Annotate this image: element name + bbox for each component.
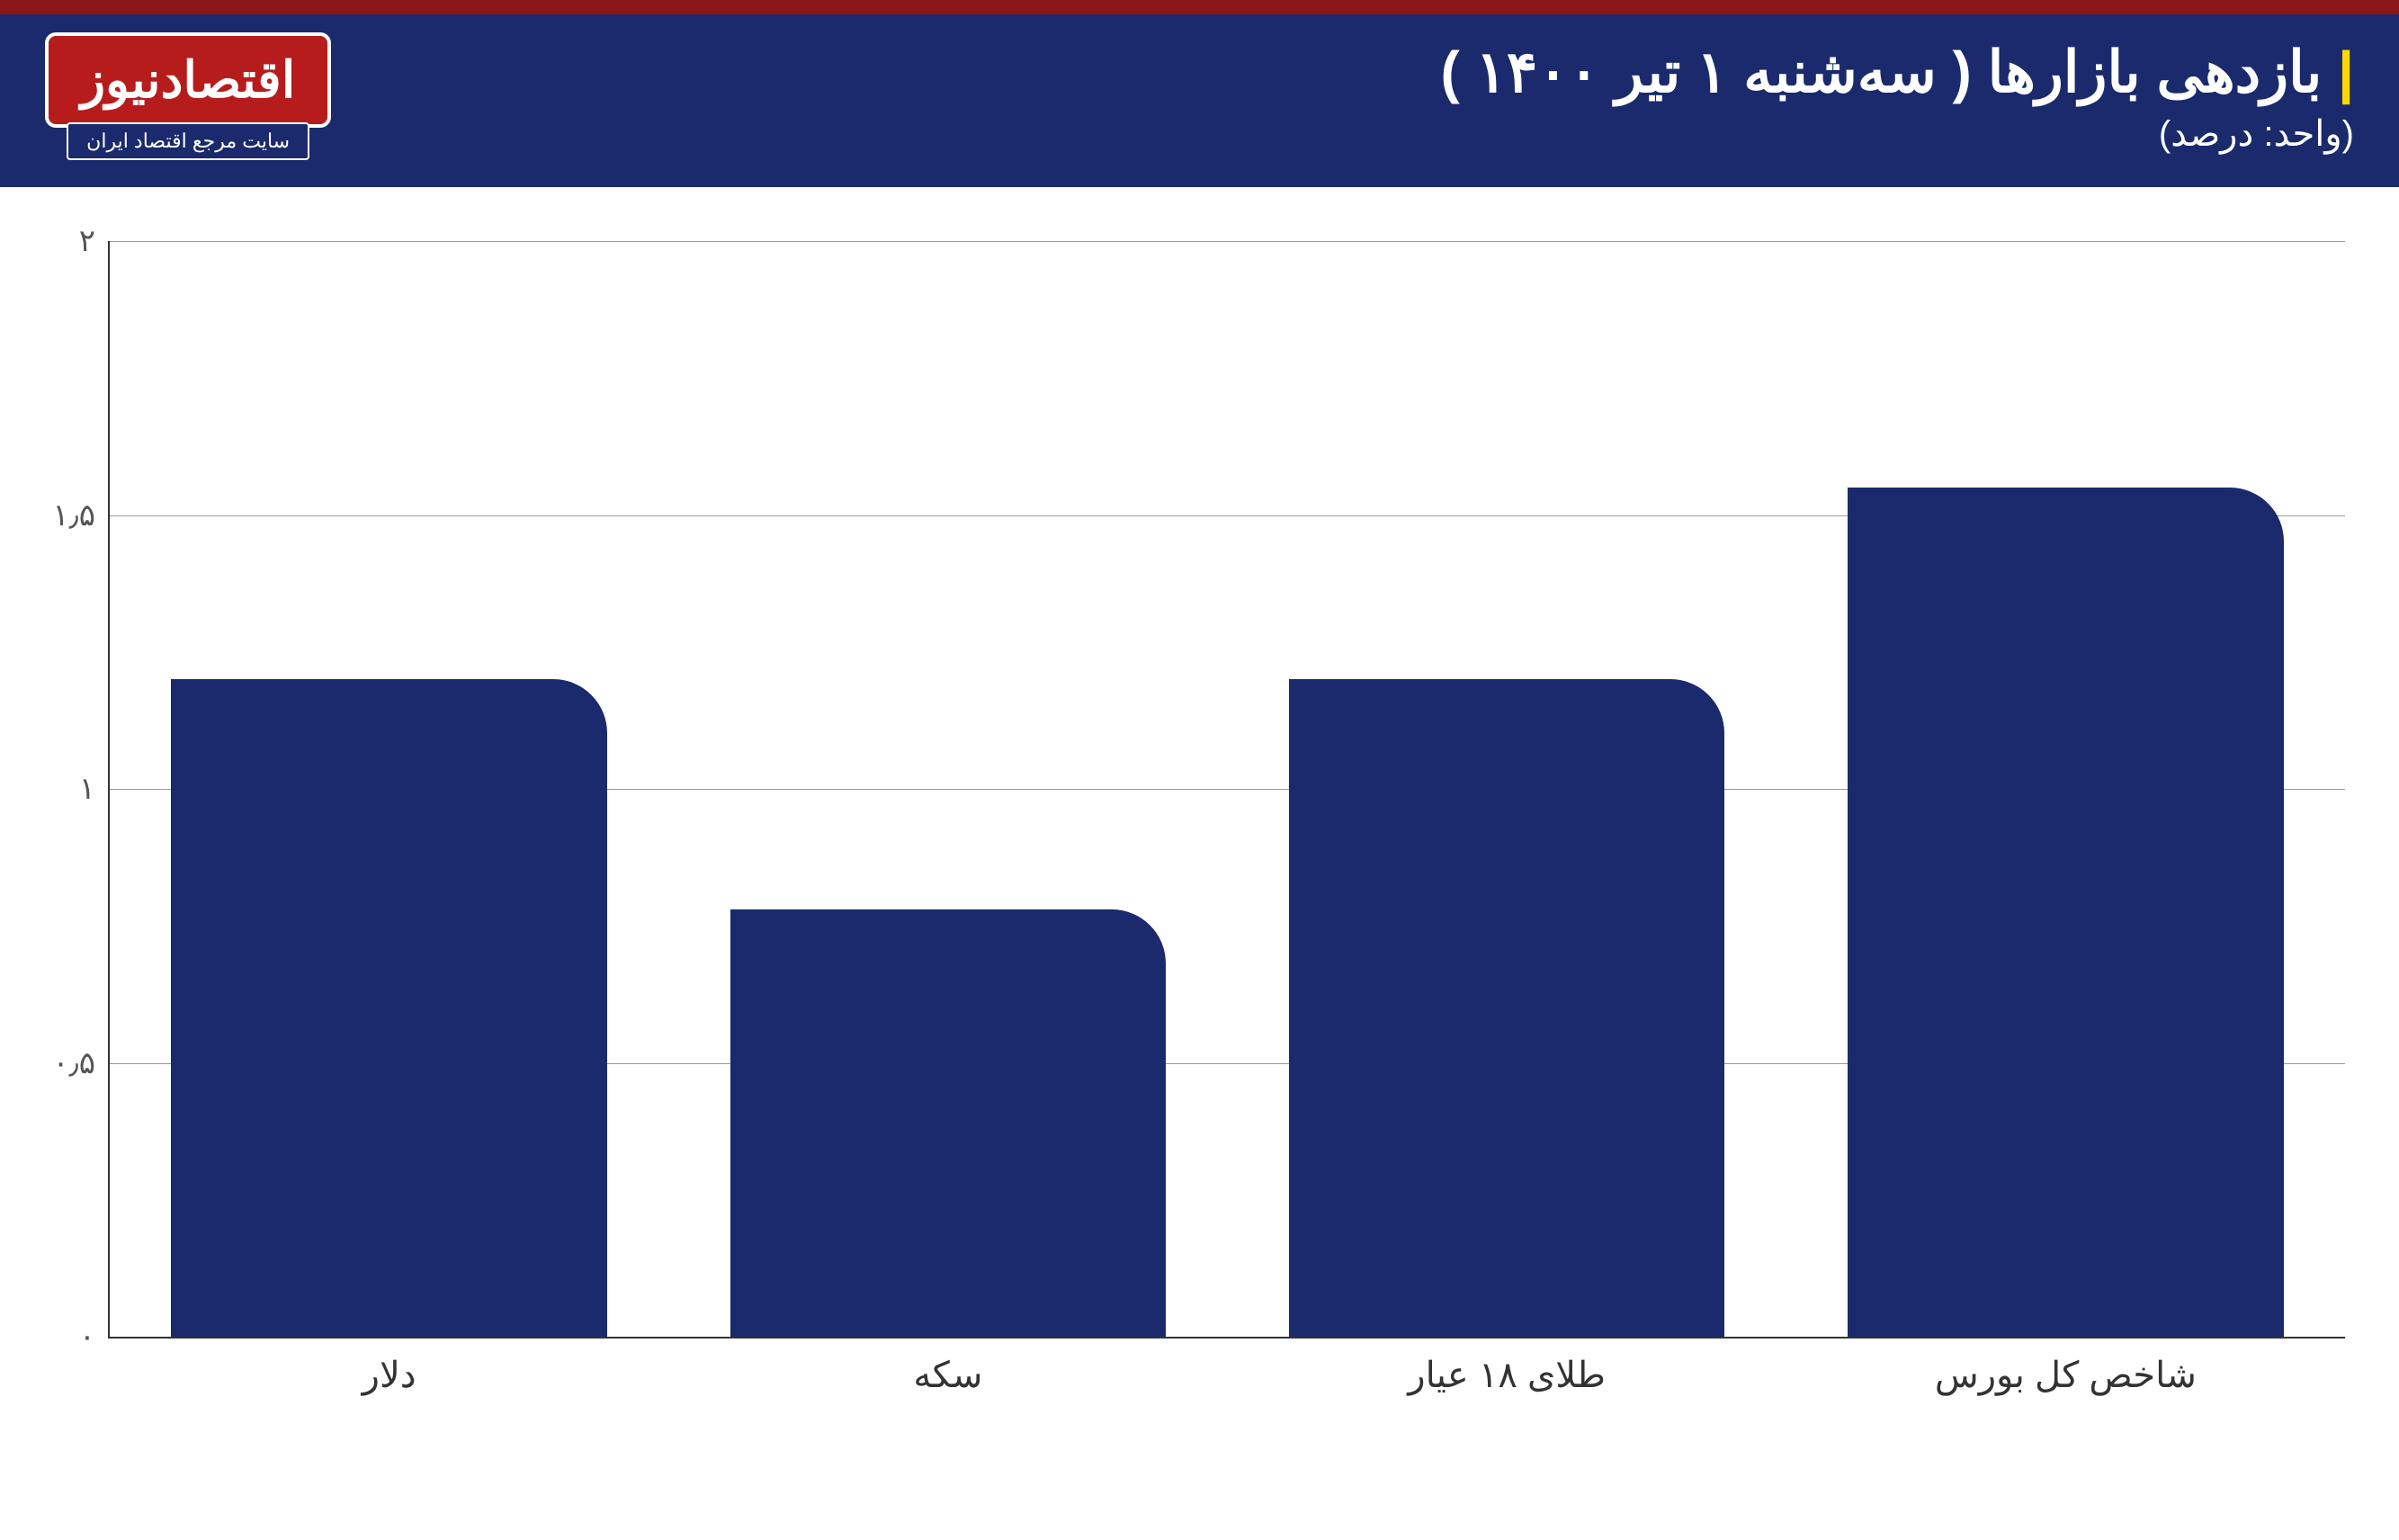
x-axis-label: دلار <box>363 1355 416 1396</box>
bar <box>1848 488 2284 1337</box>
bar-slot: طلای ۱۸ عیار <box>1228 241 1786 1337</box>
bars-container: دلارسکهطلای ۱۸ عیارشاخص کل بورس <box>110 241 2345 1337</box>
plot: ۰۰٫۵۱۱٫۵۲ دلارسکهطلای ۱۸ عیارشاخص کل بور… <box>108 241 2345 1339</box>
y-axis-label: ۱٫۵ <box>52 497 110 533</box>
y-axis-label: ۲ <box>79 223 110 259</box>
chart-title: | بازدهی بازارها ( سه‌شنبه ۱ تیر ۱۴۰۰ ) <box>1440 39 2354 106</box>
top-accent-bar <box>0 0 2399 14</box>
bar-slot: شاخص کل بورس <box>1786 241 2345 1337</box>
title-block: | بازدهی بازارها ( سه‌شنبه ۱ تیر ۱۴۰۰ ) … <box>1440 39 2354 155</box>
title-main-text: بازدهی بازارها <box>1988 40 2323 104</box>
chart-subtitle: (واحد: درصد) <box>1440 113 2354 155</box>
logo-tagline: سایت مرجع اقتصاد ایران <box>67 122 309 160</box>
title-date-text: ( سه‌شنبه ۱ تیر ۱۴۰۰ ) <box>1440 40 1971 104</box>
bar <box>171 679 607 1337</box>
bar <box>730 909 1167 1337</box>
y-axis-label: ۰ <box>79 1319 110 1355</box>
logo: اقتصادنیوز سایت مرجع اقتصاد ایران <box>45 32 331 160</box>
x-axis-label: طلای ۱۸ عیار <box>1408 1355 1606 1396</box>
y-axis-label: ۰٫۵ <box>52 1045 110 1081</box>
bar <box>1289 679 1725 1337</box>
y-axis-label: ۱ <box>79 771 110 807</box>
bar-slot: دلار <box>110 241 668 1337</box>
logo-brand: اقتصادنیوز <box>45 32 331 128</box>
title-accent-bar: | <box>2338 40 2354 104</box>
bar-slot: سکه <box>668 241 1227 1337</box>
chart-area: ۰۰٫۵۱۱٫۵۲ دلارسکهطلای ۱۸ عیارشاخص کل بور… <box>0 187 2399 1428</box>
x-axis-label: سکه <box>913 1355 982 1396</box>
header: | بازدهی بازارها ( سه‌شنبه ۱ تیر ۱۴۰۰ ) … <box>0 14 2399 187</box>
x-axis-label: شاخص کل بورس <box>1935 1355 2197 1396</box>
